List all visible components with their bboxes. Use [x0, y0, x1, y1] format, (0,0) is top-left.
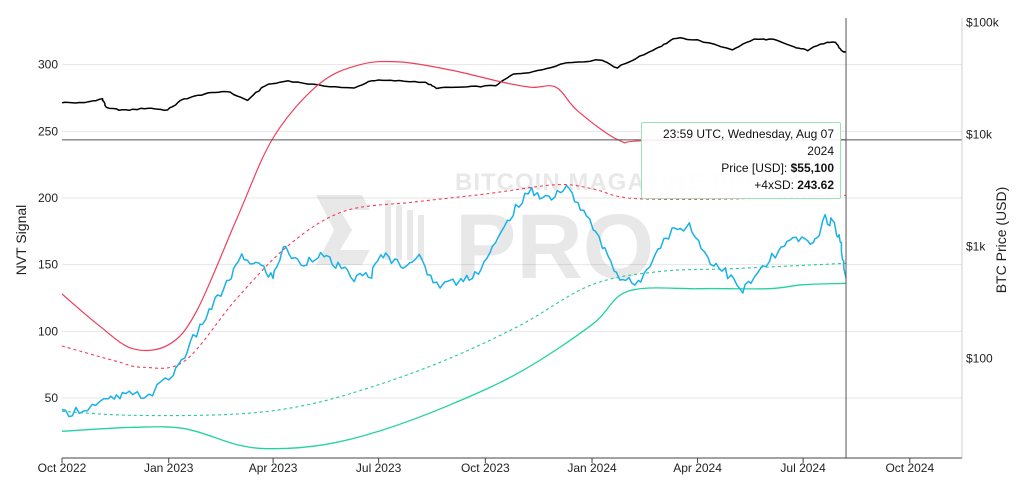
watermark-logo-icon: [316, 195, 424, 265]
series-line-upper-mid: [61, 183, 847, 369]
tooltip-band-label: +4xSD:: [754, 178, 794, 192]
tooltip-band-value: 243.62: [797, 178, 834, 192]
y-left-tick-label: 100: [38, 324, 58, 338]
series-line-upper-band: [61, 60, 847, 352]
x-tick-label: Jul 2023: [356, 461, 402, 475]
watermark-pro-text: PRO: [455, 196, 654, 298]
x-tick-label: Oct 2024: [885, 461, 934, 475]
tooltip-band-row: +4xSD: 243.62: [648, 177, 834, 194]
axes: 50 100 150 200 250 300 $100 $1k $10k $100k Oct 202…: [38, 16, 1000, 475]
y-left-tick-label: 150: [38, 258, 58, 272]
tooltip-timestamp: 23:59 UTC, Wednesday, Aug 07 2024: [663, 127, 834, 158]
series-layer: [61, 37, 847, 450]
y-right-axis-title: BTC Price (USD): [993, 187, 1009, 294]
series-line-nvt-signal: [61, 184, 847, 418]
x-tick-label: Jan 2024: [567, 461, 617, 475]
y-left-tick-label: 250: [38, 124, 58, 138]
series-line-lower-band: [61, 282, 847, 450]
y-left-tick-label: 50: [45, 391, 59, 405]
hover-tooltip: 23:59 UTC, Wednesday, Aug 07 2024 Price …: [641, 122, 841, 199]
tooltip-price-row: Price [USD]: $55,100: [648, 160, 834, 177]
x-tick-label: Oct 2023: [461, 461, 510, 475]
grid: [62, 64, 962, 399]
tooltip-price-value: $55,100: [790, 161, 834, 175]
x-tick-label: Apr 2023: [249, 461, 298, 475]
x-tick-label: Jul 2024: [780, 461, 826, 475]
series-line-btc-price: [61, 37, 847, 112]
series-line-lower-mid: [61, 262, 847, 417]
tooltip-price-label: Price [USD]:: [721, 161, 788, 175]
y-right-tick-label: $100: [966, 352, 993, 366]
x-tick-label: Oct 2022: [38, 461, 87, 475]
x-tick-label: Apr 2024: [673, 461, 722, 475]
y-left-tick-label: 300: [38, 58, 58, 72]
y-left-tick-label: 200: [38, 191, 58, 205]
x-tick-label: Jan 2023: [144, 461, 194, 475]
y-left-axis-title: NVT Signal: [13, 205, 29, 276]
y-right-tick-label: $10k: [966, 128, 993, 142]
y-right-tick-label: $100k: [966, 16, 1000, 30]
y-right-tick-label: $1k: [966, 240, 986, 254]
